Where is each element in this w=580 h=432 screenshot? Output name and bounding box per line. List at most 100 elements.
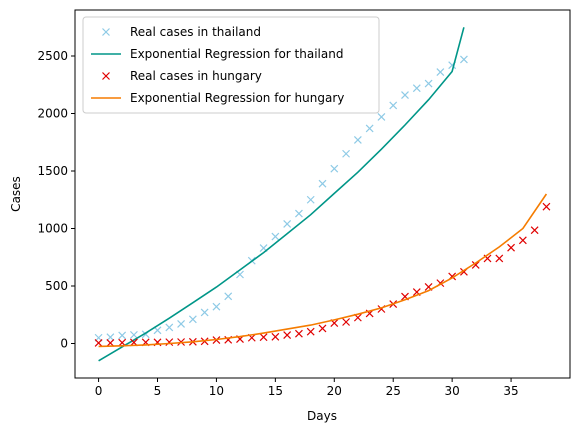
data-point-stroke-b	[236, 270, 244, 279]
data-point	[542, 202, 551, 211]
data-point	[130, 330, 138, 339]
data-point-stroke-b	[283, 331, 292, 340]
data-point-stroke-b	[118, 331, 127, 340]
y-tick-label: 0	[60, 337, 68, 351]
series-line	[98, 27, 465, 362]
data-point	[188, 315, 197, 324]
data-point-stroke-b	[259, 333, 268, 342]
data-point	[306, 195, 315, 204]
data-point-stroke-b	[295, 329, 303, 338]
x-tick-label: 15	[268, 384, 283, 398]
data-point	[106, 333, 115, 342]
legend-label: Real cases in thailand	[130, 25, 261, 39]
legend-item: Exponential Regression for hungary	[91, 91, 344, 105]
data-point	[389, 101, 398, 110]
legend-item: Real cases in hungary	[102, 69, 262, 83]
data-point	[518, 236, 527, 245]
data-point	[271, 232, 280, 241]
data-point	[259, 333, 268, 342]
legend-item: Real cases in thailand	[102, 25, 261, 39]
data-point-stroke-b	[118, 338, 127, 347]
y-tick-label: 1500	[37, 164, 68, 178]
data-point	[436, 68, 445, 77]
x-tick-label: 0	[95, 384, 103, 398]
data-point-stroke-b	[247, 333, 256, 342]
data-point-stroke-b	[188, 315, 197, 324]
x-tick-label: 5	[154, 384, 162, 398]
data-point	[530, 226, 539, 235]
data-point-stroke-b	[224, 292, 233, 301]
legend-item: Exponential Regression for thailand	[91, 47, 343, 61]
data-point-stroke-b	[342, 149, 350, 158]
data-point	[200, 308, 209, 317]
data-point	[271, 332, 280, 341]
data-point	[224, 292, 233, 301]
data-point-stroke-b	[471, 261, 480, 269]
data-point-stroke-b	[424, 79, 433, 88]
legend-label: Real cases in hungary	[130, 69, 262, 83]
data-point	[165, 338, 174, 347]
data-point	[424, 79, 433, 88]
data-point-stroke-b	[259, 244, 268, 252]
series-4	[98, 193, 548, 348]
data-point-stroke-b	[271, 332, 280, 341]
data-point-stroke-b	[495, 254, 504, 263]
series-line	[98, 193, 548, 348]
data-point-stroke-b	[306, 195, 315, 204]
legend: Real cases in thailand Exponential Regres…	[82, 16, 380, 114]
data-point-stroke-b	[436, 68, 445, 77]
data-point-stroke-b	[507, 243, 515, 252]
data-point	[177, 320, 185, 328]
x-axis-label: Days	[307, 409, 337, 423]
data-point-stroke-b	[353, 136, 362, 144]
data-point	[118, 331, 127, 340]
data-point	[377, 113, 386, 121]
data-point	[342, 149, 350, 158]
legend-swatch-stroke-b	[102, 72, 110, 80]
data-point-stroke-b	[153, 326, 162, 335]
x-tick-label: 30	[445, 384, 460, 398]
data-point-stroke-b	[377, 113, 386, 121]
data-point-stroke-b	[530, 226, 539, 235]
data-point-stroke-b	[412, 84, 421, 93]
data-point-stroke-b	[412, 288, 421, 297]
data-point	[460, 55, 468, 64]
data-point-stroke-b	[165, 338, 174, 347]
data-point	[165, 323, 174, 332]
data-point-stroke-b	[460, 55, 468, 64]
data-point	[342, 318, 350, 326]
y-axis-label: Cases	[9, 176, 23, 212]
data-point-stroke-b	[212, 302, 221, 311]
x-tick-label: 20	[327, 384, 342, 398]
data-point-stroke-b	[483, 254, 492, 263]
legend-label: Exponential Regression for hungary	[130, 91, 344, 105]
data-point-stroke-b	[353, 313, 362, 322]
chart-marks	[94, 27, 551, 362]
data-point-stroke-b	[295, 209, 303, 218]
data-point	[507, 243, 515, 252]
data-point-stroke-b	[318, 179, 327, 188]
data-point-stroke-b	[342, 318, 350, 326]
x-tick-label: 35	[503, 384, 518, 398]
data-point	[495, 254, 504, 263]
data-point-stroke-b	[330, 164, 339, 173]
y-tick-label: 2000	[37, 107, 68, 121]
series-2	[98, 27, 465, 362]
data-point	[318, 179, 327, 188]
data-point	[295, 329, 303, 338]
data-point	[330, 164, 339, 173]
data-point	[401, 91, 409, 100]
legend-label: Exponential Regression for thailand	[130, 47, 343, 61]
axes: 0 5 10 15 20 25 30 35 0 500 1000 1500 2000 2500	[37, 49, 518, 398]
data-point-stroke-b	[318, 324, 327, 333]
data-point-stroke-b	[94, 339, 103, 347]
data-point-stroke-b	[177, 320, 185, 328]
legend-box	[82, 16, 380, 114]
data-point-stroke-b	[106, 333, 115, 342]
data-point-stroke-b	[401, 91, 409, 100]
data-point-stroke-b	[165, 323, 174, 332]
legend-swatch-stroke-b	[102, 28, 110, 36]
data-point	[283, 331, 292, 340]
data-point	[295, 209, 303, 218]
data-point	[353, 136, 362, 144]
